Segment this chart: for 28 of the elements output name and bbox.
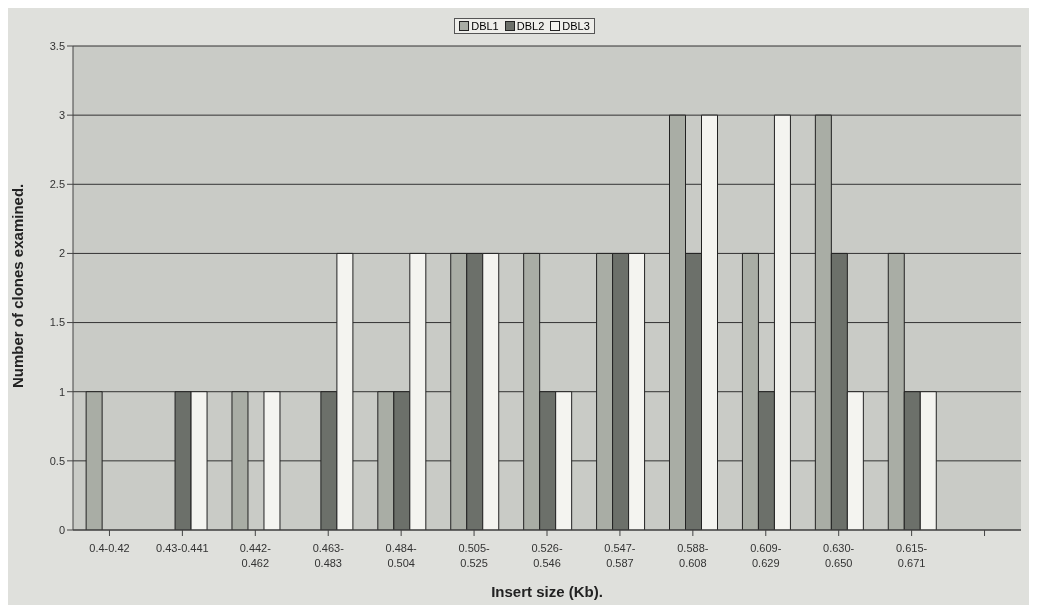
legend-label: DBL3 (561, 20, 590, 32)
y-tick-label: 1 (58, 385, 65, 398)
x-tick-label: 0.630-0.650 (823, 542, 855, 569)
x-tick-label: 0.526-0.546 (531, 542, 563, 569)
y-tick-label: 0.5 (49, 454, 65, 467)
legend-label: DBL1 (470, 20, 499, 32)
x-tick-label: 0.463-0.483 (312, 542, 345, 569)
x-tick-label: 0.484-0.504 (385, 542, 418, 569)
x-tick-label: 0.43-0.441 (156, 542, 209, 554)
bar (231, 391, 249, 530)
y-tick-label: 2.5 (49, 178, 65, 191)
x-tick-label: 0.547-0.587 (604, 542, 636, 569)
y-axis-title: Number of clones examined. (9, 183, 27, 388)
y-tick-label: 0 (58, 523, 65, 536)
x-tick-label: 0.615-0.671 (896, 542, 928, 569)
bar (263, 391, 281, 530)
x-axis-title: Insert size (Kb). (491, 583, 603, 600)
bar (85, 391, 103, 530)
x-tick-label: 0.505-0.525 (458, 542, 490, 569)
y-tick-label: 1.5 (49, 316, 65, 329)
x-tick-label: 0.442-0.462 (239, 542, 272, 569)
y-tick-label: 2 (58, 247, 65, 260)
legend-label: DBL2 (515, 20, 545, 32)
y-tick-label: 3 (58, 109, 65, 122)
y-tick-label: 3.5 (49, 39, 65, 52)
x-tick-label: 0.4-0.42 (89, 542, 130, 554)
x-tick-label: 0.588-0.608 (677, 542, 709, 569)
x-tick-label: 0.609-0.629 (750, 542, 782, 569)
